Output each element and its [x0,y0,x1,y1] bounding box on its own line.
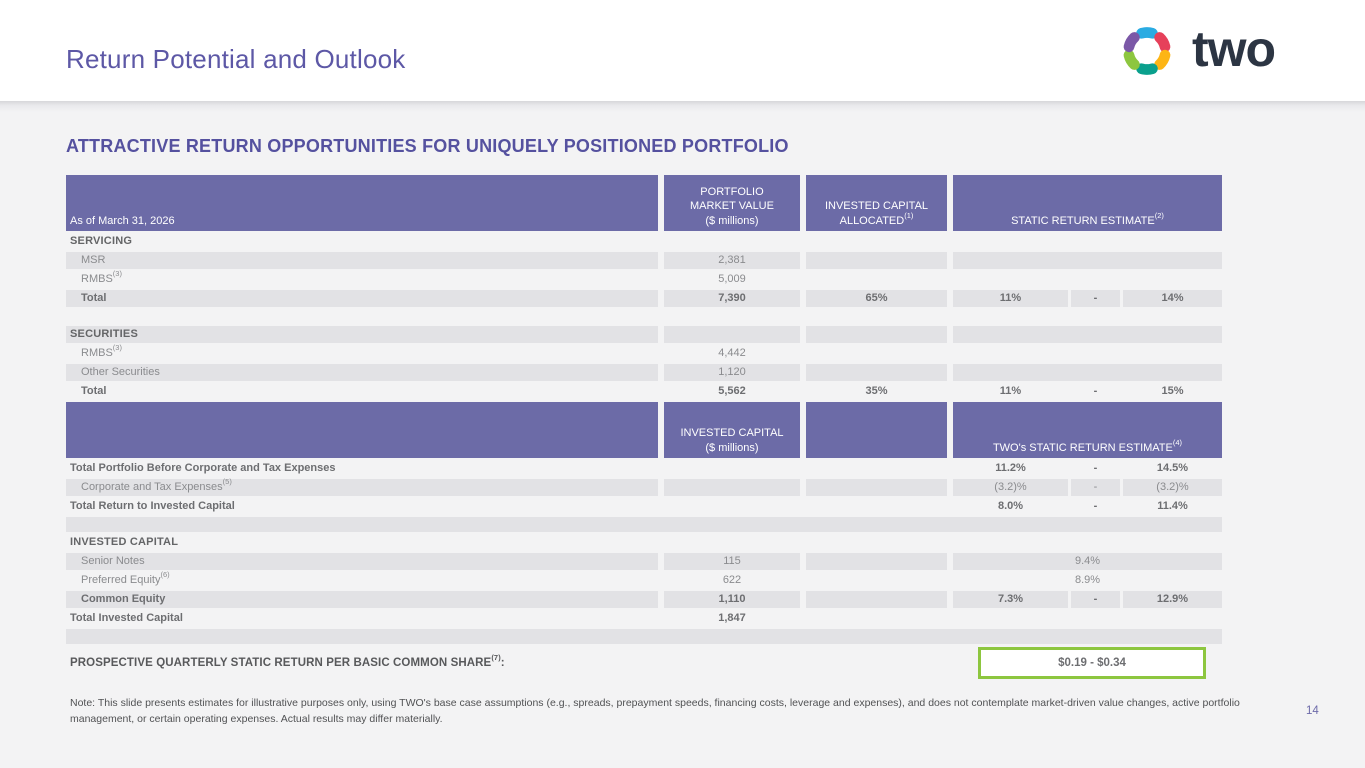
spacer-row [66,309,1222,324]
table-header-row-2: INVESTED CAPITAL ($ millions) TWO's STAT… [66,402,1222,458]
table-row-securities-header: SECURITIES [66,326,1222,343]
table-row-total-invested-capital: Total Invested Capital 1,847 [70,612,746,624]
col-header-invested-capital-allocated: INVESTED CAPITAL ALLOCATED(1) [806,175,947,231]
header-shadow-divider [0,101,1365,112]
table-row-total-return-invested-capital: Total Return to Invested Capital 8.0% - … [70,500,1188,512]
logo-mark-icon [1123,27,1171,75]
table-header-row-1: As of March 31, 2026 PORTFOLIO MARKET VA… [66,175,1222,231]
col-header-invested-capital-millions: INVESTED CAPITAL ($ millions) [664,402,800,458]
table-row-preferred-equity: Preferred Equity(6) 622 8.9% [81,570,1101,586]
table-row-corporate-tax-expenses: Corporate and Tax Expenses(5) (3.2)% - (… [66,478,1222,496]
col-header-static-return-estimate: STATIC RETURN ESTIMATE(2) [953,175,1222,231]
spacer-row-gray [66,629,1222,644]
table-row-rmbs-servicing: RMBS(3) 5,009 [81,269,746,285]
return-table: As of March 31, 2026 PORTFOLIO MARKET VA… [66,175,1222,680]
empty-header-cell [806,402,947,458]
prospective-return-label: PROSPECTIVE QUARTERLY STATIC RETURN PER … [70,653,505,669]
table-row-servicing-total: Total 7,390 65% 11% - 14% [66,290,1222,307]
return-per-share-box: $0.19 - $0.34 [978,647,1206,679]
logo-wordmark: two [1192,21,1276,77]
company-logo: two [1108,14,1276,88]
table-row-common-equity: Common Equity 1,110 7.3% - 12.9% [66,591,1222,608]
page-number: 14 [1306,705,1319,717]
table-row-msr: MSR 2,381 [66,252,1222,269]
section-heading: ATTRACTIVE RETURN OPPORTUNITIES FOR UNIQ… [66,136,789,156]
spacer-row-gray [66,517,1222,532]
prospective-return-row: PROSPECTIVE QUARTERLY STATIC RETURN PER … [66,646,1222,680]
empty-header-cell [66,402,658,458]
col-header-portfolio-market-value: PORTFOLIO MARKET VALUE ($ millions) [664,175,800,231]
footnote: Note: This slide presents estimates for … [70,697,1240,725]
col-header-twos-static-return-estimate: TWO's STATIC RETURN ESTIMATE(4) [953,402,1222,458]
table-row-other-securities: Other Securities 1,120 [66,364,1222,381]
page-title: Return Potential and Outlook [66,44,406,74]
table-row-servicing-header: SERVICING [70,235,133,247]
table-row-invested-capital-header: INVESTED CAPITAL [70,536,179,548]
table-row-total-portfolio-before-expenses: Total Portfolio Before Corporate and Tax… [70,462,1189,474]
table-row-securities-total: Total 5,562 35% 11% - 15% [81,385,1184,397]
table-row-senior-notes: Senior Notes 115 9.4% [66,553,1222,570]
as-of-date-cell: As of March 31, 2026 [66,175,658,231]
table-row-rmbs-securities: RMBS(3) 4,442 [81,343,746,359]
header-band [0,0,1365,101]
return-per-share-value: $0.19 - $0.34 [1058,657,1126,669]
